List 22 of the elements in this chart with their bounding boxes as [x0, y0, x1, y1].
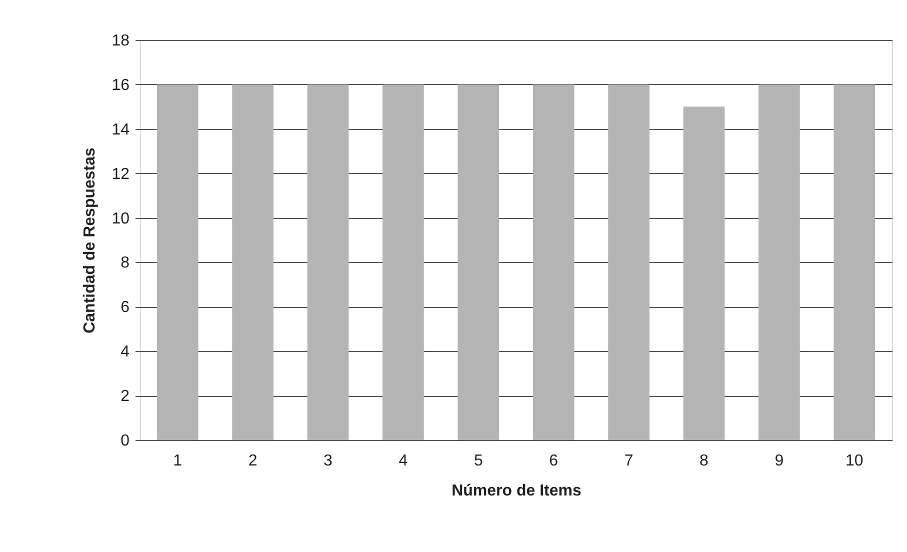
y-tick-label: 8: [120, 254, 130, 272]
x-tick-label: 5: [474, 452, 483, 470]
y-tick-label: 12: [112, 166, 130, 183]
y-tick-label: 2: [120, 388, 130, 406]
y-tick-label: 10: [112, 210, 130, 228]
x-tick-label: 2: [248, 452, 258, 470]
x-tick-label: 10: [846, 452, 864, 470]
y-tick-label: 4: [120, 344, 130, 361]
y-tick-label: 18: [112, 32, 130, 50]
y-tick-label: 16: [112, 76, 130, 94]
y-tick-label: 0: [120, 432, 130, 450]
y-tick-label: 6: [120, 299, 130, 316]
x-axis-title: Número de Items: [452, 482, 582, 500]
x-tick-label: 6: [549, 452, 558, 470]
x-tick-label: 8: [700, 452, 709, 470]
x-tick-label: 4: [398, 452, 408, 470]
y-axis-title: Cantidad de Respuestas: [82, 147, 99, 334]
x-tick-label: 7: [624, 452, 634, 470]
x-tick-label: 1: [173, 452, 182, 470]
x-tick-label: 3: [324, 452, 333, 470]
x-tick-label: 9: [774, 452, 784, 470]
y-tick-label: 14: [112, 121, 130, 138]
